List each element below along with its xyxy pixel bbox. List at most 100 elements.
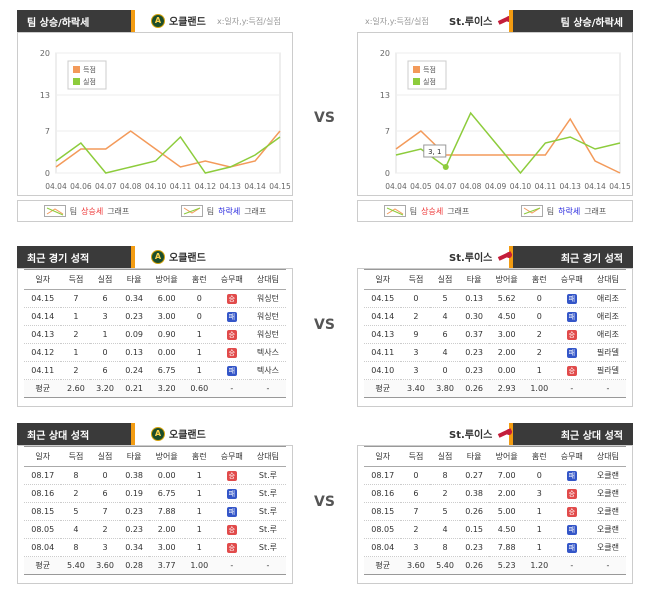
table-cell: 워싱턴 <box>249 325 286 344</box>
table-cell: 0.24 <box>119 361 149 380</box>
table-header-cell: 상대팀 <box>589 446 626 467</box>
x-tick-label: 04.10 <box>510 182 532 191</box>
table-row: 04.13 2 1 0.09 0.90 1 승 워싱턴 <box>24 325 286 344</box>
avg-cell: 0.28 <box>119 556 149 575</box>
x-tick-label: 04.10 <box>145 182 167 191</box>
table-cell: 8 <box>430 538 460 557</box>
table-cell: 5 <box>61 502 91 521</box>
table-cell: 0.19 <box>119 484 149 503</box>
table-cell: 0.23 <box>459 538 489 557</box>
stats-table-box: 일자 득점 실점 타율 방어율 홈런 승무패 상대팀 04.15 7 6 0.34 6.00 0 승 워싱턴 0… <box>17 268 293 407</box>
table-cell: 1 <box>61 343 91 362</box>
table-cell: 0 <box>401 466 431 485</box>
table-cell: 2 <box>401 520 431 539</box>
stats-table: 일자 득점 실점 타율 방어율 홈런 승무패 상대팀 08.17 8 0 0.38 0.00 1 승 St.루… <box>24 446 286 575</box>
x-tick-label: 04.09 <box>485 182 507 191</box>
avg-cell: 평균 <box>24 379 62 398</box>
result-cell: 승 <box>213 538 250 557</box>
table-cell: 텍사스 <box>249 343 286 362</box>
result-cell: 패 <box>213 502 250 521</box>
table-cell: 08.05 <box>364 520 402 539</box>
result-badge: 승 <box>226 293 237 304</box>
table-header-cell: 홈런 <box>184 269 214 290</box>
table-cell: 6 <box>430 325 460 344</box>
table-header-cell: 승무패 <box>213 269 250 290</box>
table-row: 04.13 9 6 0.37 3.00 2 승 애리조 <box>364 325 626 344</box>
result-badge: 승 <box>226 470 237 481</box>
downtrend-graph-icon <box>180 205 203 217</box>
table-cell: St.루 <box>249 502 286 521</box>
table-header-cell: 일자 <box>364 446 402 467</box>
stlouis-logo-icon <box>496 251 514 262</box>
avg-cell: 3.80 <box>430 379 460 398</box>
legend-swatch <box>73 66 80 73</box>
table-cell: 7.00 <box>488 466 525 485</box>
callout-box <box>423 144 447 158</box>
table-header-cell: 승무패 <box>213 446 250 467</box>
result-badge: 승 <box>226 524 237 535</box>
avg-cell: 3.20 <box>148 379 185 398</box>
result-cell: 패 <box>553 466 590 485</box>
legend-down-post: 그래프 <box>584 206 607 216</box>
table-header-cell: 일자 <box>364 269 402 290</box>
table-row: 04.14 1 3 0.23 3.00 0 패 워싱턴 <box>24 307 286 326</box>
table-cell: 1 <box>184 484 214 503</box>
table-row: 08.16 6 2 0.38 2.00 3 승 오클랜 <box>364 484 626 503</box>
uptrend-graph-icon <box>383 205 406 217</box>
table-header-cell: 상대팀 <box>249 269 286 290</box>
table-cell: 1 <box>90 325 120 344</box>
right-trend-tab: 팀 상승/하락세 <box>509 10 633 32</box>
table-cell: 0.23 <box>119 307 149 326</box>
table-cell: 08.05 <box>24 520 62 539</box>
result-badge: 패 <box>566 470 577 481</box>
y-tick-label: 0 <box>385 169 390 178</box>
table-cell: 04.11 <box>364 343 402 362</box>
table-cell: 오클랜 <box>589 520 626 539</box>
table-cell: 0.37 <box>459 325 489 344</box>
allowed-series-line <box>55 135 281 174</box>
table-cell: 6.75 <box>148 484 185 503</box>
table-cell: 필라델 <box>589 343 626 362</box>
vs-label-2: VS <box>314 317 335 333</box>
table-cell: 5 <box>430 289 460 308</box>
legend-swatch <box>413 78 420 85</box>
table-cell: 2 <box>61 484 91 503</box>
avg-cell: 3.60 <box>90 556 120 575</box>
table-row: 08.15 7 5 0.26 5.00 1 승 오클랜 <box>364 502 626 521</box>
stlouis-logo-icon <box>496 428 514 439</box>
result-cell: 패 <box>553 289 590 308</box>
table-cell: 0 <box>184 289 214 308</box>
table-cell: 04.13 <box>364 325 402 344</box>
table-team-name: St.루이스 <box>449 430 493 441</box>
table-cell: 3 <box>90 538 120 557</box>
table-cell: 0.90 <box>148 325 185 344</box>
table-cell: 3 <box>401 343 431 362</box>
table-header-cell: 방어율 <box>488 446 525 467</box>
table-cell: 08.15 <box>24 502 62 521</box>
result-badge: 패 <box>226 311 237 322</box>
table-header-cell: 방어율 <box>148 269 185 290</box>
table-cell: 7 <box>61 289 91 308</box>
table-cell: 오클랜 <box>589 538 626 557</box>
avg-cell: 2.93 <box>488 379 525 398</box>
avg-cell: 5.40 <box>430 556 460 575</box>
legend-label: 실점 <box>423 77 436 86</box>
table-header-cell: 승무패 <box>553 269 590 290</box>
table-cell: 8 <box>61 538 91 557</box>
table-tab-label: 최근 경기 성적 <box>560 253 623 265</box>
result-cell: 패 <box>553 307 590 326</box>
y-tick-label: 20 <box>40 49 50 58</box>
left-graph-legend: 팀 상승세 그래프 팀 하락세 그래프 <box>17 200 293 222</box>
table-cell: St.루 <box>249 520 286 539</box>
x-tick-label: 04.13 <box>559 182 581 191</box>
table-cell: 0.23 <box>119 520 149 539</box>
table-team: St.루이스 <box>449 426 514 441</box>
table-row: 04.14 2 4 0.30 4.50 0 패 애리조 <box>364 307 626 326</box>
table-cell: 1 <box>184 325 214 344</box>
avg-cell: 평균 <box>24 556 62 575</box>
table-cell: 6 <box>90 289 120 308</box>
table-cell: 04.14 <box>364 307 402 326</box>
table-cell: 2.00 <box>148 520 185 539</box>
y-tick-label: 7 <box>45 127 50 136</box>
